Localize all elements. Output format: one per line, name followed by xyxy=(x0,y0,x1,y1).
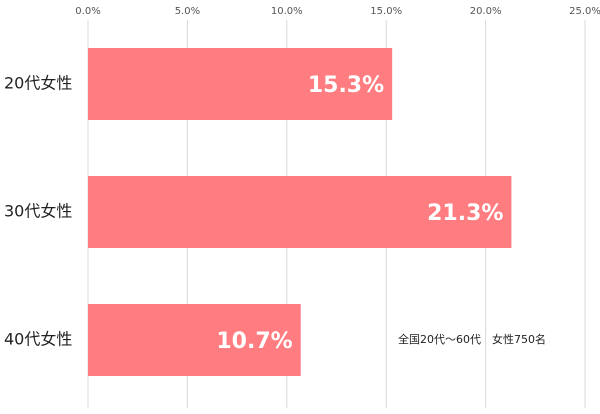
bar xyxy=(88,304,301,376)
value-label: 15.3% xyxy=(308,73,384,98)
x-tick-label: 20.0% xyxy=(470,6,502,17)
value-label: 21.3% xyxy=(427,201,503,226)
annotation: 全国20代～60代 女性750名 xyxy=(398,332,546,346)
x-tick-label: 5.0% xyxy=(175,6,200,17)
bar xyxy=(88,176,512,248)
x-tick-label: 15.0% xyxy=(370,6,402,17)
x-tick-label: 25.0% xyxy=(569,6,600,17)
x-tick-label: 10.0% xyxy=(271,6,303,17)
y-tick-label: 20代女性 xyxy=(4,74,72,93)
bar xyxy=(88,48,393,120)
y-tick-label: 40代女性 xyxy=(4,330,72,349)
x-tick-label: 0.0% xyxy=(75,6,100,17)
value-label: 10.7% xyxy=(216,329,292,354)
y-tick-label: 30代女性 xyxy=(4,202,72,221)
